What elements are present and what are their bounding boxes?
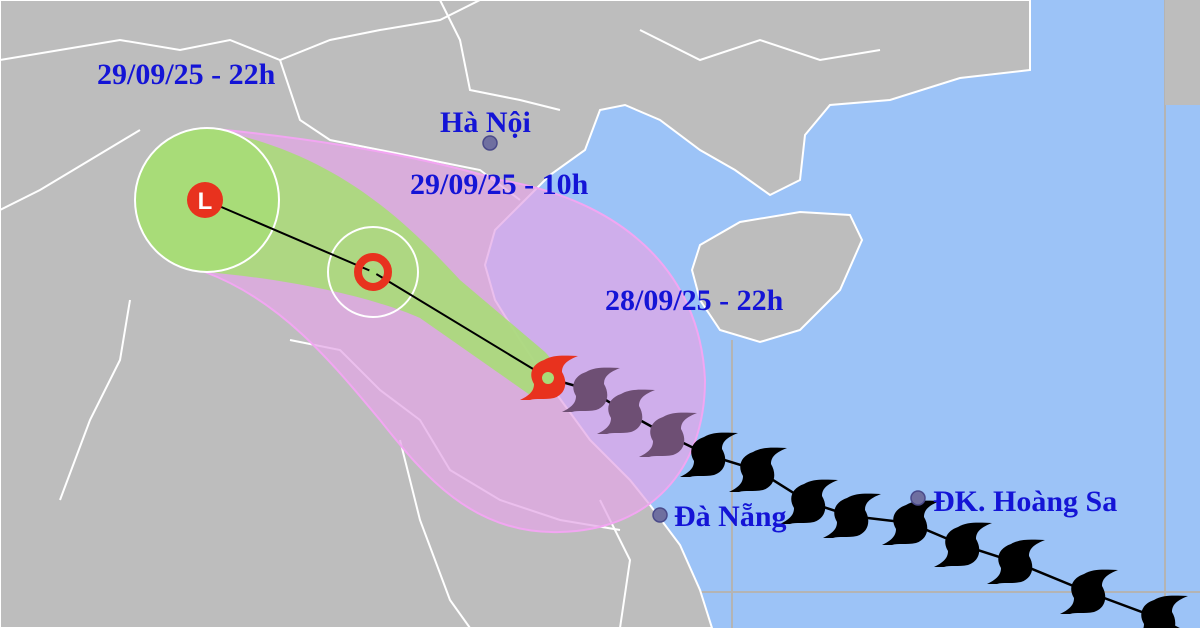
tropical-depression-icon: [354, 253, 392, 291]
forecast-label-29-22h: 29/09/25 - 22h: [97, 58, 276, 91]
forecast-label-28-22h: 28/09/25 - 22h: [605, 284, 784, 317]
city-dot-icon: [910, 490, 926, 506]
low-symbol: L: [198, 188, 213, 215]
hainan-island: [690, 210, 864, 344]
city-dot-icon: [652, 507, 668, 523]
typhoon-eye: [542, 372, 554, 384]
place-label-hoang-sa: ĐK. Hoàng Sa: [933, 485, 1118, 518]
place-label-da-nang: Đà Nẵng: [674, 500, 787, 533]
wind-circle-10h: [327, 226, 419, 318]
forecast-label-29-10h: 29/09/25 - 10h: [410, 168, 589, 201]
city-dot-icon: [482, 135, 498, 151]
low-pressure-icon: L: [187, 182, 223, 218]
place-label-ha-noi: Hà Nội: [440, 106, 531, 139]
land-top-right: [1165, 0, 1200, 105]
